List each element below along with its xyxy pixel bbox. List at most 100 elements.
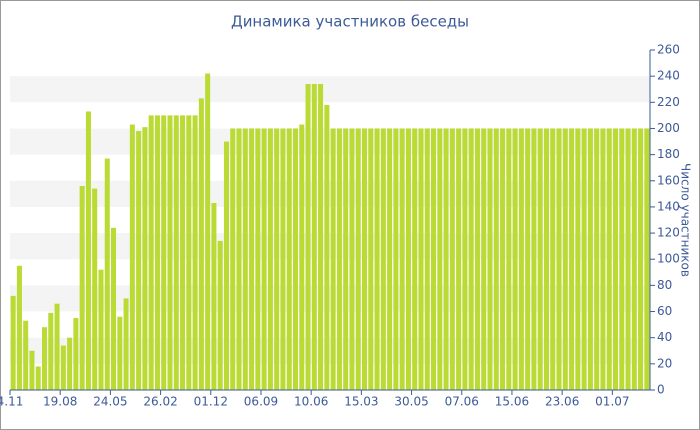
bar [625, 128, 631, 390]
bar [23, 320, 29, 390]
bar [48, 312, 54, 390]
bar [92, 188, 98, 390]
bar [299, 124, 305, 391]
x-tick-label: 15.03 [344, 395, 378, 409]
bar [324, 104, 330, 390]
bar [606, 128, 612, 390]
bar [362, 128, 368, 390]
bar [399, 128, 405, 390]
bar [274, 128, 280, 390]
bar [35, 366, 41, 390]
bar [531, 128, 537, 390]
bar [600, 128, 606, 390]
bar [305, 84, 311, 390]
y-tick-label: 60 [657, 304, 672, 318]
y-tick-label: 40 [657, 330, 672, 344]
grid-band [10, 285, 650, 312]
bar [136, 131, 142, 391]
bar [42, 327, 48, 390]
bar [506, 128, 512, 390]
bar [343, 128, 349, 390]
y-tick-label: 260 [657, 43, 680, 57]
y-tick-label: 180 [657, 147, 680, 161]
bar [318, 84, 324, 390]
bar [575, 128, 581, 390]
bar [405, 128, 411, 390]
y-tick-label: 200 [657, 121, 680, 135]
grid-band [10, 76, 650, 103]
bar [111, 227, 117, 390]
bar [85, 111, 91, 390]
bar [537, 128, 543, 390]
bar [261, 128, 267, 390]
bar [249, 128, 255, 390]
bar [368, 128, 374, 390]
y-tick-label: 20 [657, 356, 672, 370]
bar [525, 128, 531, 390]
bar [462, 128, 468, 390]
grid-band [10, 180, 650, 207]
bar [631, 128, 637, 390]
bar [217, 240, 223, 390]
bar [418, 128, 424, 390]
bar [311, 84, 317, 390]
x-tick-label: 4.11 [0, 395, 23, 409]
bar [443, 128, 449, 390]
grid-band [10, 128, 650, 155]
bar [468, 128, 474, 390]
x-tick-label: 01.12 [194, 395, 228, 409]
bar [437, 128, 443, 390]
y-tick-label: 140 [657, 199, 680, 213]
bar [60, 345, 66, 390]
bar [280, 128, 286, 390]
y-tick-label: 240 [657, 69, 680, 83]
bar [556, 128, 562, 390]
x-tick-label: 15.06 [495, 395, 529, 409]
bar [236, 128, 242, 390]
grid-band [10, 337, 650, 364]
bar [142, 127, 148, 391]
bar [449, 128, 455, 390]
bar [581, 128, 587, 390]
y-tick-label: 160 [657, 173, 680, 187]
bar [161, 115, 167, 390]
y-axis-label: Число участников [679, 163, 693, 277]
x-tick-label: 07.06 [445, 395, 479, 409]
bar [104, 158, 110, 390]
bar [123, 298, 129, 390]
x-tick-label: 23.06 [545, 395, 579, 409]
x-tick-label: 24.05 [93, 395, 127, 409]
bar [242, 128, 248, 390]
bar [412, 128, 418, 390]
bar [186, 115, 192, 390]
bar [644, 128, 650, 390]
bar [349, 128, 355, 390]
bar [292, 128, 298, 390]
bar [148, 115, 154, 390]
bar [230, 128, 236, 390]
bar [129, 124, 135, 391]
bar [167, 115, 173, 390]
bar [518, 128, 524, 390]
bar [173, 115, 179, 390]
y-tick-label: 120 [657, 226, 680, 240]
y-tick-label: 80 [657, 278, 672, 292]
y-tick-label: 0 [657, 383, 665, 397]
bar [205, 73, 211, 391]
bar [192, 115, 198, 390]
bar [638, 128, 644, 390]
x-tick-label: 19.08 [43, 395, 77, 409]
bar [10, 295, 16, 390]
x-tick-label: 26.02 [143, 395, 177, 409]
bar [374, 128, 380, 390]
bar [67, 337, 73, 390]
chart-title: Динамика участников беседы [231, 13, 469, 31]
bar [29, 350, 35, 390]
bar [569, 128, 575, 390]
bar [431, 128, 437, 390]
bar [562, 128, 568, 390]
bar [211, 203, 217, 390]
bar [380, 128, 386, 390]
bar [493, 128, 499, 390]
